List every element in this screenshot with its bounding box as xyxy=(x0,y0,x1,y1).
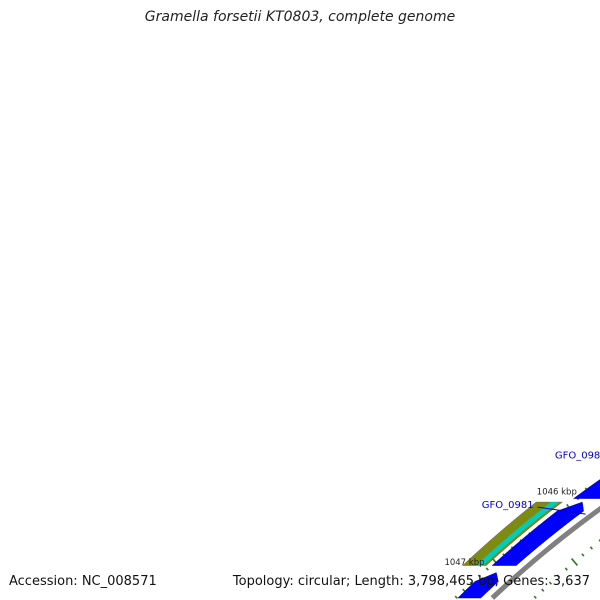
cog-stripe-reverse xyxy=(475,502,559,566)
gene-label-GFO_0981: GFO_0981 xyxy=(482,500,534,511)
tick-mark-outer xyxy=(477,574,481,578)
tick-mark-inner xyxy=(548,581,553,585)
tick-mark-inner xyxy=(564,567,568,571)
gene-labels: GFO_0974GFO_0975GFO_0976GFO_0977GFO_0978… xyxy=(482,451,600,515)
tick-mark-outer xyxy=(566,503,570,508)
tick-mark-outer xyxy=(454,595,458,599)
accession-text: Accession: NC_008571 xyxy=(9,574,157,589)
map-title: Gramella forsetii KT0803, complete genom… xyxy=(144,9,456,25)
tick-mark-outer xyxy=(462,588,466,592)
tick-mark-inner xyxy=(570,558,579,566)
genome-summary-text: Topology: circular; Length: 3,798,465 bp… xyxy=(232,574,590,589)
cds-reverse-gene xyxy=(457,572,499,599)
tick-mark-outer xyxy=(485,567,489,571)
tick-mark-inner xyxy=(556,574,560,578)
tick-mark-inner xyxy=(541,588,545,592)
tick-mark-inner xyxy=(581,553,585,557)
tick-mark-inner xyxy=(589,546,593,550)
gene-features xyxy=(457,479,600,599)
gene-label-GFO_0980: GFO_0980 xyxy=(555,451,600,462)
tick-label: 1047 kbp xyxy=(444,558,484,568)
tick-track-inner xyxy=(533,539,600,599)
tick-mark-inner xyxy=(533,595,537,599)
cds-reverse-gene xyxy=(491,501,584,566)
cds-reverse-gene xyxy=(572,479,600,499)
tick-mark-inner xyxy=(598,539,600,543)
tick-labels: 1040 kbp1041 kbp1042 kbp1043 kbp1044 kbp… xyxy=(444,488,577,569)
tick-label: 1046 kbp xyxy=(537,488,577,498)
label-leader xyxy=(537,506,586,515)
